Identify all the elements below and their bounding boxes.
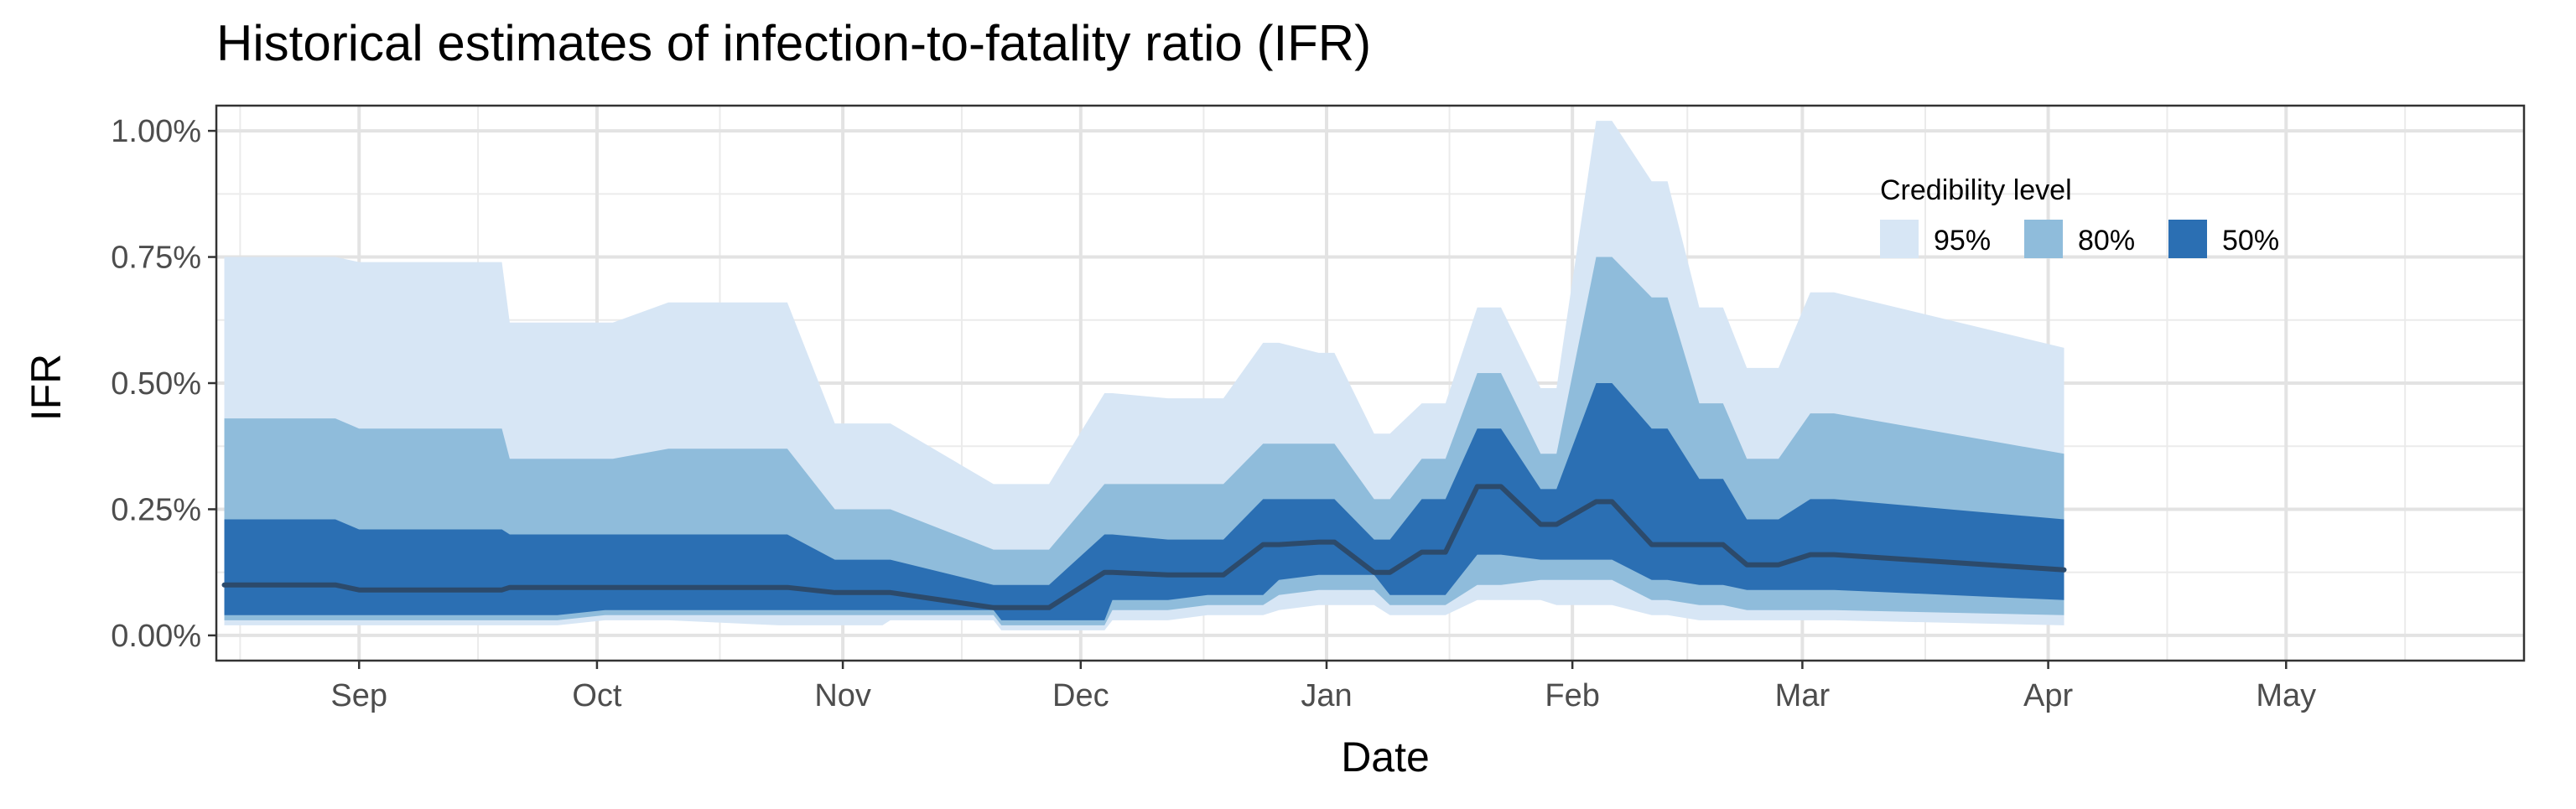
legend-swatch (1880, 220, 1919, 258)
y-tick-label: 0.25% (111, 492, 201, 527)
x-tick-label: Oct (572, 678, 622, 713)
ribbon-50pct (224, 383, 2064, 620)
y-tick-label: 0.50% (111, 366, 201, 402)
legend-swatch (2168, 220, 2207, 258)
x-tick-label: Jan (1301, 678, 1352, 713)
x-tick-label: Feb (1545, 678, 1599, 713)
legend-swatch (2024, 220, 2063, 258)
legend-label: 50% (2222, 225, 2279, 257)
y-tick-label: 0.00% (111, 619, 201, 654)
legend-label: 95% (1934, 225, 1991, 257)
x-tick-label: Apr (2023, 678, 2073, 713)
x-axis-label: Date (1341, 734, 1430, 780)
x-tick-label: Dec (1052, 678, 1109, 713)
x-tick-label: May (2256, 678, 2316, 713)
y-tick-label: 1.00% (111, 114, 201, 149)
median-line (221, 484, 2067, 610)
y-axis-label: IFR (23, 354, 70, 422)
x-tick-label: Mar (1775, 678, 1831, 713)
x-tick-label: Sep (330, 678, 387, 713)
y-tick-label: 0.75% (111, 241, 201, 276)
chart-title: Historical estimates of infection-to-fat… (216, 15, 1371, 71)
legend-title: Credibility level (1880, 174, 2072, 206)
x-tick-label: Nov (814, 678, 871, 713)
legend-label: 80% (2078, 225, 2135, 257)
